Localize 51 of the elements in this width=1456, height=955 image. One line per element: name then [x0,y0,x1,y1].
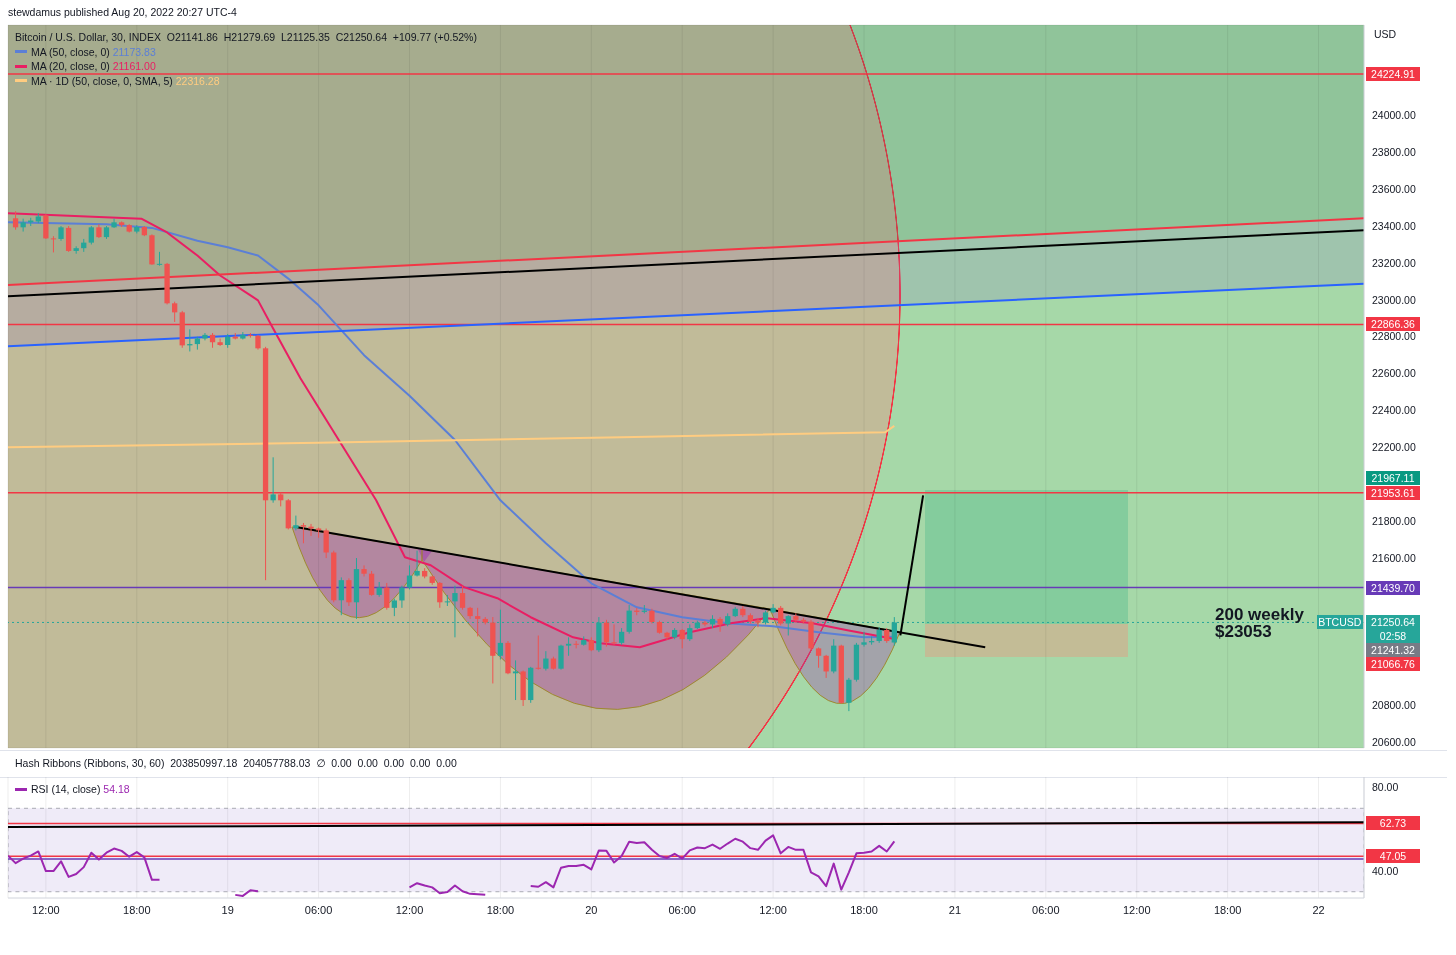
y-tick-label: 22400.00 [1372,404,1416,417]
x-tick-label: 18:00 [123,903,151,916]
y-tick-label: 22200.00 [1372,441,1416,454]
y-tick-label: 23400.00 [1372,219,1416,232]
y-tick-label: 22800.00 [1372,330,1416,343]
x-tick-label: 21 [948,903,962,916]
legend-label: RSI (14, close) 54.18 [31,782,130,797]
y-tick-label: 23600.00 [1372,182,1416,195]
y-tick-label: 23200.00 [1372,256,1416,269]
text: 21066.76 [1366,657,1420,671]
y-tick-label: 24000.00 [1372,109,1416,122]
legend-label: MA · 1D (50, close, 0, SMA, 5) 22316.28 [31,73,220,88]
y-tick-label: 21600.00 [1372,551,1416,564]
y-tick-label: 23000.00 [1372,293,1416,306]
ref-line-label: 21953.61 [1366,485,1420,500]
x-tick-label: 06:00 [668,903,696,916]
x-tick-label: 12:00 [395,903,424,916]
x-tick-label: 18:00 [850,903,878,916]
legend-label: MA (50, close, 0) 21173.83 [31,44,156,59]
x-tick-label: 06:00 [1032,903,1060,916]
text: stewdamus published Aug 20, 2022 20:27 UTC-4 [8,6,237,18]
text: Hash Ribbons (Ribbons, 30, 60) 203850997.18 204057788.03 ∅ 0.00 0.00 0.00 0.00 0.00 [15,757,457,769]
annotation: 200 weekly $23053 [1215,605,1304,641]
text: Bitcoin / U.S. Dollar, 30, INDEX O21141.86 H21279.69 L21125.35 C21250.64 +109.77 (+0.52%) [15,30,477,45]
ref-line-label: 22866.36 [1366,317,1420,332]
y-tick-label: 80.00 [1372,781,1399,794]
text: 21241.32 [1366,643,1420,657]
ref-line-label: 62.73 [1366,816,1420,831]
ref-line-label: 21439.70 [1366,580,1420,595]
legend-label: MA (20, close, 0) 21161.00 [31,59,156,74]
x-tick-label: 18:00 [486,903,515,916]
ref-line-label: 21250.64 02:58 [1366,615,1420,644]
x-tick-label: 06:00 [304,903,333,916]
y-tick-label: 40.00 [1372,864,1399,877]
x-tick-label: 12:00 [759,903,787,916]
y-axis-title: USD [1374,28,1397,40]
y-tick-label: 23800.00 [1372,145,1416,158]
annotation: BTCUSD [1316,615,1363,630]
y-tick-label: 20800.00 [1372,699,1416,712]
x-tick-label: 20 [585,903,598,916]
text: 21967.11 [1366,471,1420,485]
y-tick-label: 21800.00 [1372,514,1416,527]
x-tick-label: 18:00 [1213,903,1242,916]
ref-line-label: 47.05 [1366,849,1420,864]
ref-line-label: 24224.91 [1366,66,1420,81]
x-tick-label: 22 [1312,903,1325,916]
y-tick-label: 22600.00 [1372,367,1416,380]
y-tick-label: 20600.00 [1372,736,1416,749]
x-tick-label: 12:00 [32,903,60,916]
x-tick-label: 19 [221,903,234,916]
x-tick-label: 12:00 [1122,903,1151,916]
